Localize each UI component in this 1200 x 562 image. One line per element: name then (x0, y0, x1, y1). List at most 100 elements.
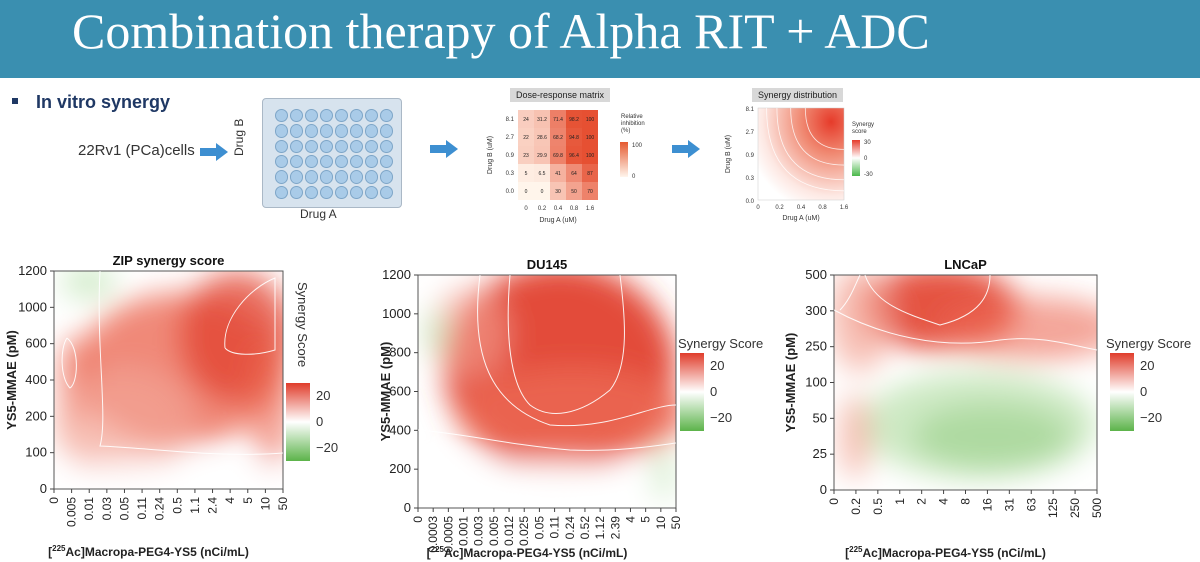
plate-well (350, 185, 363, 199)
plate-well (275, 170, 288, 184)
y-axis-label: YS5-MMAE (pM) (783, 333, 798, 433)
legend-max: 100 (632, 143, 643, 149)
matrix-cell (534, 110, 550, 128)
y-tick-label: 500 (805, 267, 827, 282)
plate-well (335, 124, 348, 138)
x-tick-label: 50 (276, 497, 290, 511)
matrix-cell-value: 70 (587, 189, 593, 195)
y-tick-label: 8.1 (506, 117, 515, 123)
x-axis-label-part: [ (48, 545, 52, 559)
x-axis-label-superscript: 225 (52, 544, 66, 553)
synergy-region (418, 461, 676, 508)
x-tick-label: 2.4 (206, 497, 220, 514)
synergy-region (939, 296, 1097, 361)
legend-tick: 0 (710, 384, 717, 399)
x-axis-label: [225Ac]Macropa-PEG4-YS5 (nCi/mL) (427, 545, 628, 560)
plate-well (335, 139, 348, 153)
matrix-cell (582, 110, 598, 128)
legend-tick: −20 (1140, 410, 1162, 425)
matrix-cell (582, 146, 598, 164)
x-tick-label: 0.2 (775, 205, 784, 211)
matrix-cell (518, 182, 534, 200)
x-axis-label-superscript: 225 (431, 545, 445, 554)
matrix-cell (566, 164, 582, 182)
y-tick-label: 200 (389, 461, 411, 476)
x-axis-label: Drug A (uM) (539, 217, 576, 224)
x-tick-label: 0 (827, 498, 841, 505)
x-axis-label-part: [ (845, 546, 849, 560)
synergy-region (423, 309, 449, 357)
x-axis-label: [225Ac]Macropa-PEG4-YS5 (nCi/mL) (48, 544, 249, 559)
x-tick-label: 0.012 (502, 516, 516, 546)
y-tick-label: 0.9 (506, 153, 515, 159)
x-tick-label: 1.6 (586, 206, 595, 212)
x-tick-label: 1.12 (593, 516, 607, 540)
x-tick-label: 500 (1090, 498, 1104, 518)
y-tick-label: 100 (805, 375, 827, 390)
x-tick-label: 50 (669, 516, 683, 530)
y-tick-label: 0.9 (746, 153, 755, 159)
x-tick-label: 5 (241, 497, 255, 504)
matrix-cell-value: 22 (523, 135, 529, 141)
plate-well (350, 124, 363, 138)
plate-well (380, 124, 393, 138)
legend-tick: -30 (864, 172, 873, 178)
well-plate (262, 98, 402, 208)
x-tick-label: 0 (524, 206, 528, 212)
plate-well (305, 185, 318, 199)
matrix-cell-value: 64 (571, 171, 577, 177)
bullet-square-icon (12, 98, 18, 105)
arrow-right-icon (672, 140, 700, 158)
matrix-cell-value: 6.5 (539, 171, 546, 177)
x-tick-label: 0.05 (532, 516, 546, 540)
synergy-region (54, 369, 192, 479)
plate-well (380, 185, 393, 199)
plate-well (290, 109, 303, 123)
x-tick-label: 16 (980, 498, 994, 512)
drug-b-label: Drug B (232, 118, 246, 156)
chart-title: LNCaP (944, 257, 987, 272)
y-tick-label: 2.7 (746, 130, 755, 136)
plate-well (350, 109, 363, 123)
matrix-cell (534, 128, 550, 146)
plate-well (380, 154, 393, 169)
matrix-cell (582, 182, 598, 200)
matrix-cell-value: 28.6 (537, 135, 547, 141)
dose-response-matrix: 24 31.2 71.4 98.2 100 22 28.6 68.2 94.8 100 23 29.9… (487, 110, 645, 224)
x-axis-label-superscript: 225 (849, 545, 863, 554)
matrix-cell (550, 146, 566, 164)
x-tick-label: 0.5 (170, 497, 184, 514)
x-tick-label: 250 (1068, 498, 1082, 518)
y-tick-label: 400 (25, 372, 47, 387)
plate-well (350, 154, 363, 169)
drug-a-label: Drug A (300, 207, 337, 221)
contour-line (833, 309, 1098, 351)
synergy-region (430, 286, 509, 380)
plate-well (305, 170, 318, 184)
synergy-region (912, 404, 1071, 469)
x-tick-label: 31 (1002, 498, 1016, 512)
plate-well (305, 124, 318, 138)
dose-response-title: Dose-response matrix (510, 88, 611, 102)
legend-tick: −20 (316, 440, 338, 455)
plate-well (365, 139, 378, 153)
plate-well (275, 185, 288, 199)
legend-colorbar (620, 142, 628, 177)
contour-line (839, 274, 861, 311)
x-tick-label: 0.003 (472, 516, 486, 546)
x-tick-label: 5 (639, 516, 653, 523)
legend-title-line: (%) (621, 128, 630, 134)
x-tick-label: 0.2 (538, 206, 547, 212)
matrix-cell-value: 87 (587, 171, 593, 177)
y-tick-label: 0 (404, 500, 411, 515)
x-tick-label: 10 (654, 516, 668, 530)
legend-colorbar (286, 383, 310, 461)
contour-line (98, 270, 284, 455)
lncap-heatmap: 0 25 50 100 250 300 500 0 0.2 0.5 1 2 4 8 16 31 63 125 250… (783, 257, 1191, 560)
matrix-cell-value: 71.4 (553, 117, 563, 123)
contour-line (864, 274, 991, 326)
legend-title-line: inhibition (621, 121, 645, 127)
heatmap-surface (418, 275, 676, 508)
